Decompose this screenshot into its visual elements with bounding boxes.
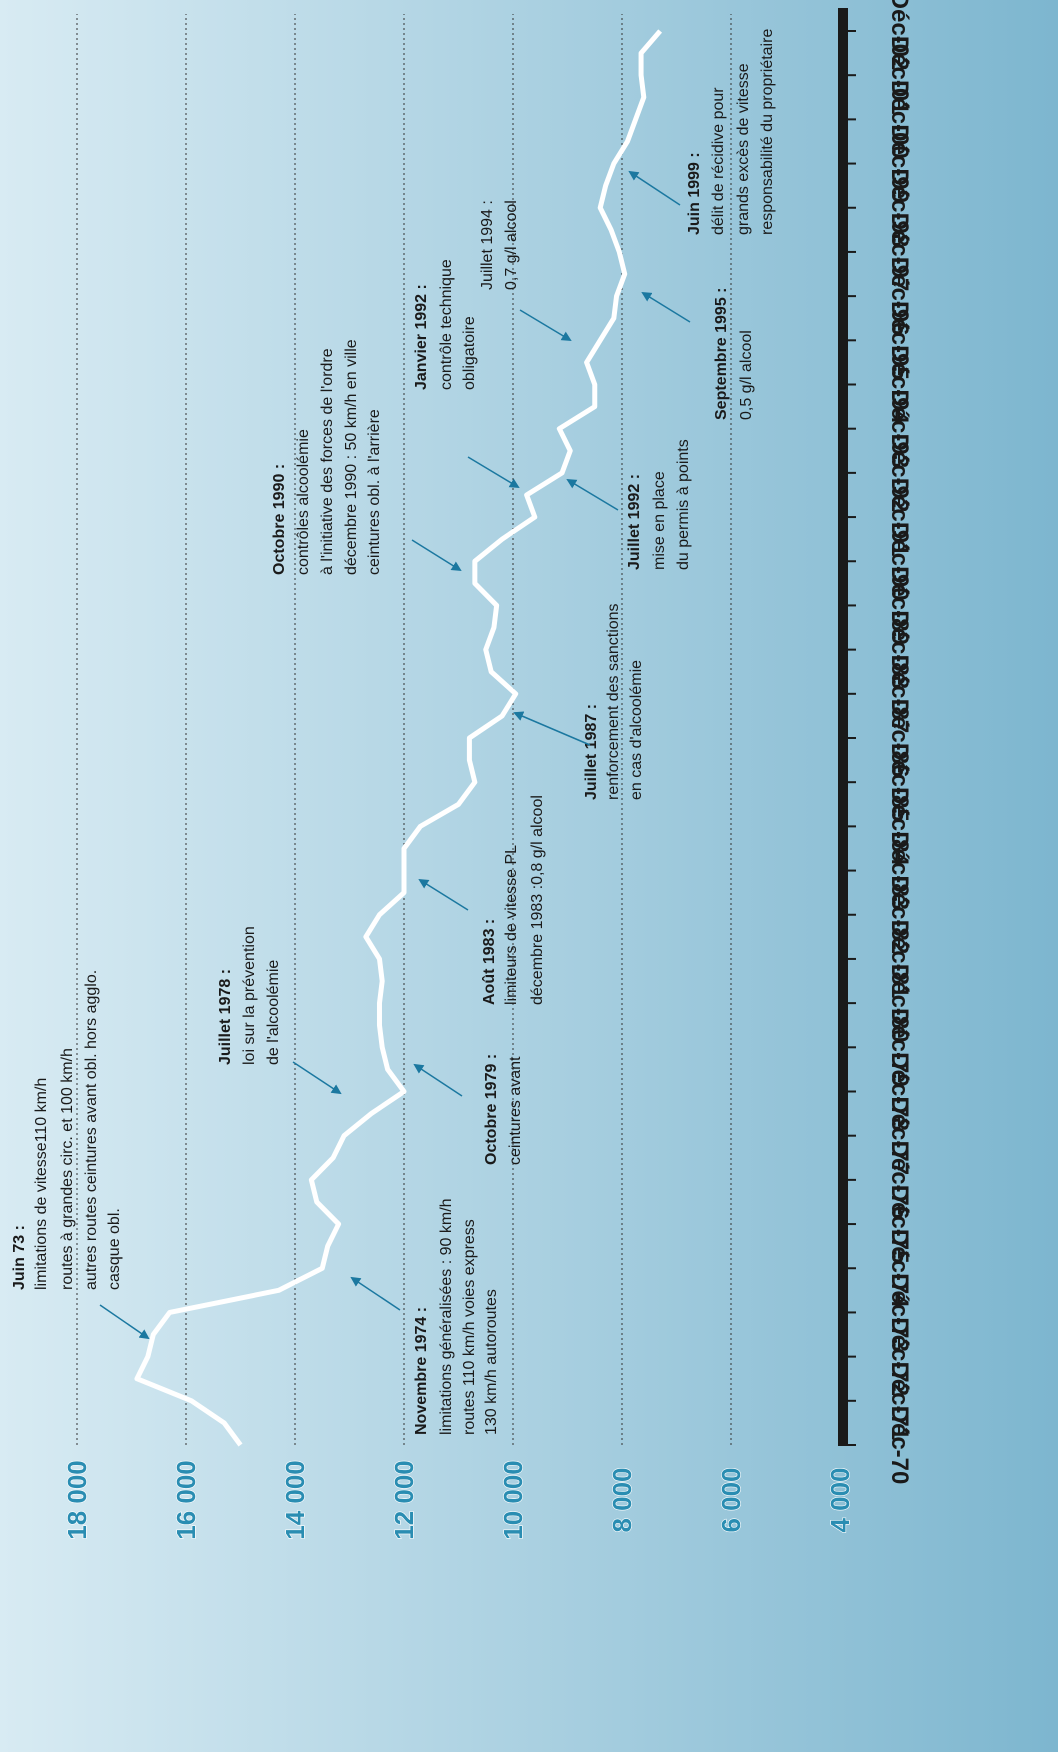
- annotation-line: limitations généralisées : 90 km/h: [438, 1198, 455, 1435]
- y-tick-label: 16 000: [171, 1460, 201, 1540]
- arrow: [519, 309, 572, 342]
- x-tick-label: Déc-00: [886, 80, 913, 159]
- arrow: [628, 170, 681, 206]
- arrow: [641, 291, 691, 323]
- annotation-title: Juin 1999 :: [686, 152, 703, 235]
- annotation-line: contrôle technique: [438, 259, 455, 390]
- annotation-line: routes 110 km/h voies express: [461, 1219, 478, 1435]
- annotation-line: 0,7 g/l alcool: [503, 200, 520, 290]
- x-tick-label: Déc-81: [886, 920, 913, 999]
- arrow: [413, 1063, 463, 1097]
- arrow: [411, 539, 462, 572]
- x-tick-label: Déc-82: [886, 875, 913, 954]
- annotation-line: autres routes ceintures avant obl. hors …: [83, 970, 100, 1290]
- annotation-line: en cas d'alcoolémie: [628, 660, 645, 800]
- annotation-line: loi sur la prévention: [241, 926, 258, 1065]
- x-tick-label: Déc-97: [886, 213, 913, 292]
- x-tick-label: Déc-80: [886, 964, 913, 1043]
- x-tick-label: Déc-89: [886, 566, 913, 645]
- annotation-title: Août 1983 :: [481, 919, 498, 1005]
- x-tick-label: Déc-91: [886, 478, 913, 557]
- y-tick-label: 4 000: [825, 1467, 855, 1532]
- annotation-line: responsabilité du propriétaire: [759, 29, 776, 235]
- annotation-title: Octobre 1979 :: [483, 1054, 500, 1165]
- y-tick-label: 6 000: [716, 1467, 746, 1532]
- x-tick-label: Déc-92: [886, 434, 913, 513]
- annotation-line: renforcement des sanctions: [605, 603, 622, 800]
- annotation-title: Juin 73 :: [11, 1225, 28, 1290]
- annotation-title: Novembre 1974 :: [413, 1307, 430, 1435]
- x-tick-label: Déc-72: [886, 1317, 913, 1396]
- annotation-line: ceintures avant: [507, 1056, 524, 1165]
- annotation-line: de l'alcoolémie: [265, 960, 282, 1065]
- x-tick-label: Déc-88: [886, 610, 913, 689]
- annotation-line: routes à grandes circ. et 100 km/h: [59, 1048, 76, 1290]
- x-tick-label: Déc-96: [886, 257, 913, 336]
- x-tick-label: Déc-70: [886, 1406, 913, 1485]
- annotation-line: à l'initiative des forces de l'ordre: [319, 348, 336, 575]
- arrow: [566, 478, 619, 511]
- annotation-line: décembre 1983 :0,8 g/l alcool: [529, 795, 546, 1005]
- x-tick-label: Déc-79: [886, 1008, 913, 1087]
- x-tick-label: Déc-98: [886, 168, 913, 247]
- y-tick-label: 14 000: [280, 1460, 310, 1540]
- arrow: [99, 1304, 150, 1340]
- annotation-line: grands excès de vitesse: [735, 63, 752, 235]
- annotation-title: Juillet 1978 :: [217, 969, 234, 1065]
- plot: 18 000 16 000 14 000 12 000 10 000 8 000 6 000…: [11, 0, 913, 1540]
- x-tick-label: Déc-90: [886, 522, 913, 601]
- annotation-title: Octobre 1990 :: [271, 464, 288, 575]
- annotation-line: obligatoire: [461, 316, 478, 390]
- x-tick-label: Déc-99: [886, 124, 913, 203]
- x-tick-label: Déc-78: [886, 1052, 913, 1131]
- x-tick-label: Déc-87: [886, 654, 913, 733]
- arrow: [350, 1276, 401, 1311]
- y-tick-label: 18 000: [62, 1460, 92, 1540]
- x-tick-label: Déc-71: [886, 1361, 913, 1440]
- annotation-title: Juillet 1994 :: [479, 200, 496, 290]
- x-tick-label: Déc-73: [886, 1273, 913, 1352]
- x-tick-label: Déc-93: [886, 389, 913, 468]
- x-tick-label: Déc-95: [886, 301, 913, 380]
- y-tick-label: 12 000: [389, 1460, 419, 1540]
- annotation-line: du permis à points: [675, 439, 692, 570]
- arrow: [292, 1061, 342, 1095]
- annotation-title: Juillet 1992 :: [626, 474, 643, 570]
- x-tick-label: Déc-77: [886, 1096, 913, 1175]
- annotation-line: limitations de vitesse110 km/h: [33, 1078, 50, 1290]
- x-tick-label: Déc-75: [886, 1185, 913, 1264]
- data-line: [134, 29, 663, 1447]
- annotation-line: décembre 1990 : 50 km/h en ville: [343, 339, 360, 575]
- arrow: [467, 456, 520, 489]
- annotation-line: limiteurs de vitesse PL: [503, 845, 520, 1005]
- annotation-title: Septembre 1995 :: [713, 287, 730, 420]
- annotation-line: casque obl.: [106, 1208, 123, 1290]
- annotation-title: Juillet 1987 :: [583, 704, 600, 800]
- x-tick-label: Déc-94: [886, 345, 913, 424]
- x-tick-label: Déc-02: [886, 0, 913, 70]
- annotation-line: 130 km/h autoroutes: [483, 1289, 500, 1435]
- x-tick-label: Déc-76: [886, 1141, 913, 1220]
- arrows: [99, 170, 691, 1340]
- arrow: [418, 878, 469, 911]
- annotation-line: 0,5 g/l alcool: [738, 330, 755, 420]
- x-tick-label: Déc-84: [886, 787, 913, 866]
- arrow: [513, 711, 591, 746]
- y-tick-label: 10 000: [498, 1460, 528, 1540]
- annotation-line: contrôles alcoolémie: [295, 429, 312, 575]
- x-tick-label: Déc-01: [886, 36, 913, 115]
- x-tick-label: Déc-86: [886, 699, 913, 778]
- x-tick-label: Déc-74: [886, 1229, 913, 1308]
- y-tick-label: 8 000: [607, 1467, 637, 1532]
- x-tick-label: Déc-85: [886, 743, 913, 822]
- annotation-line: mise en place: [651, 471, 668, 570]
- annotation-line: délit de récidive pour: [710, 87, 727, 235]
- annotation-line: ceintures obl. à l'arrière: [366, 409, 383, 575]
- x-tick-label: Déc-83: [886, 831, 913, 910]
- annotation-title: Janvier 1992 :: [413, 284, 430, 390]
